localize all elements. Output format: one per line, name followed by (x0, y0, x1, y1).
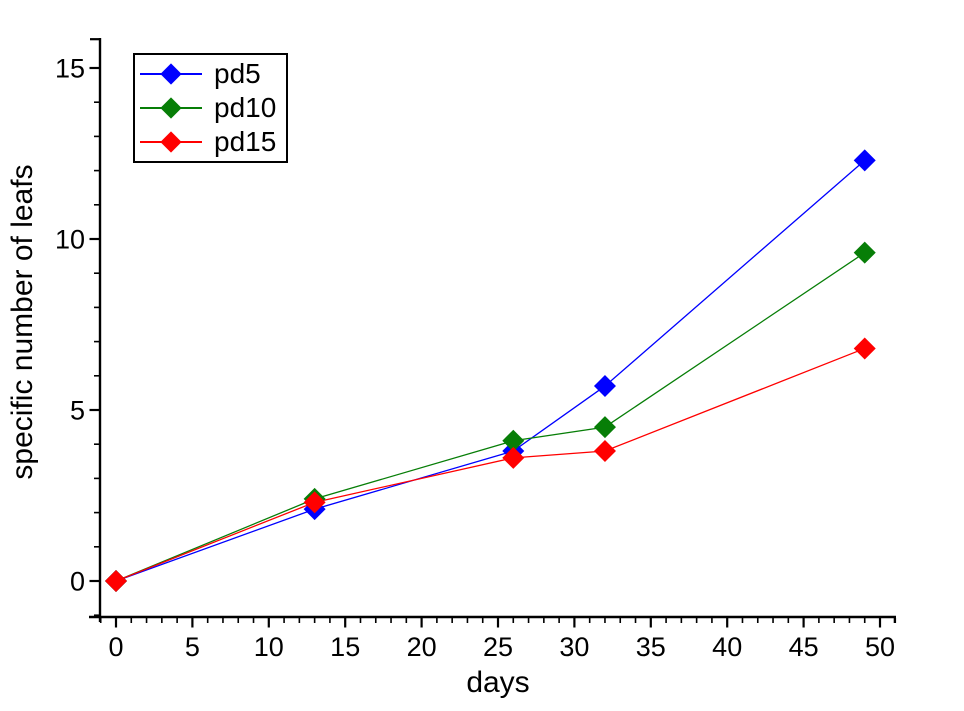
y-tick-label: 15 (55, 54, 85, 84)
series-line-pd15 (115, 347, 865, 582)
diamond-marker-icon (160, 63, 182, 85)
x-tick-label: 15 (330, 632, 360, 662)
legend-label: pd15 (214, 126, 277, 157)
legend-marker-sample (140, 130, 202, 154)
data-marker-pd15 (502, 446, 525, 469)
data-marker-pd10 (853, 241, 876, 264)
data-marker-pd15 (105, 570, 127, 592)
data-marker-pd10 (593, 416, 616, 439)
legend-item-pd5: pd5 (140, 57, 276, 91)
x-tick-label: 30 (559, 632, 589, 662)
legend-label: pd5 (214, 58, 261, 89)
y-tick-label: 10 (55, 225, 85, 255)
x-axis-label: days (466, 666, 529, 699)
diamond-marker-icon (160, 131, 182, 153)
y-tick-label: 0 (70, 567, 85, 597)
legend-marker-sample (140, 96, 202, 120)
legend-marker-sample (140, 62, 202, 86)
x-tick-label: 40 (712, 632, 742, 662)
x-tick-label: 10 (254, 632, 284, 662)
x-tick-label: 45 (789, 632, 819, 662)
data-marker-pd15 (303, 491, 326, 514)
legend-item-pd15: pd15 (140, 125, 276, 159)
legend: pd5 pd10 pd15 (133, 53, 289, 163)
legend-label: pd10 (214, 92, 277, 123)
x-tick-label: 5 (185, 632, 200, 662)
series-line-pd5 (115, 159, 866, 582)
x-tick-label: 35 (636, 632, 666, 662)
series-line-pd10 (115, 252, 866, 582)
x-tick-label: 20 (407, 632, 437, 662)
x-tick-label: 0 (108, 632, 123, 662)
x-tick-label: 50 (865, 632, 895, 662)
x-tick-label: 25 (483, 632, 513, 662)
data-marker-pd15 (593, 440, 616, 463)
data-marker-pd5 (853, 149, 876, 172)
data-marker-pd5 (593, 375, 616, 398)
diamond-marker-icon (160, 97, 182, 119)
y-axis-label: specific number of leafs (6, 164, 39, 479)
data-marker-pd15 (853, 337, 876, 360)
y-tick-label: 5 (70, 396, 85, 426)
data-marker-pd10 (502, 429, 525, 452)
legend-item-pd10: pd10 (140, 91, 276, 125)
